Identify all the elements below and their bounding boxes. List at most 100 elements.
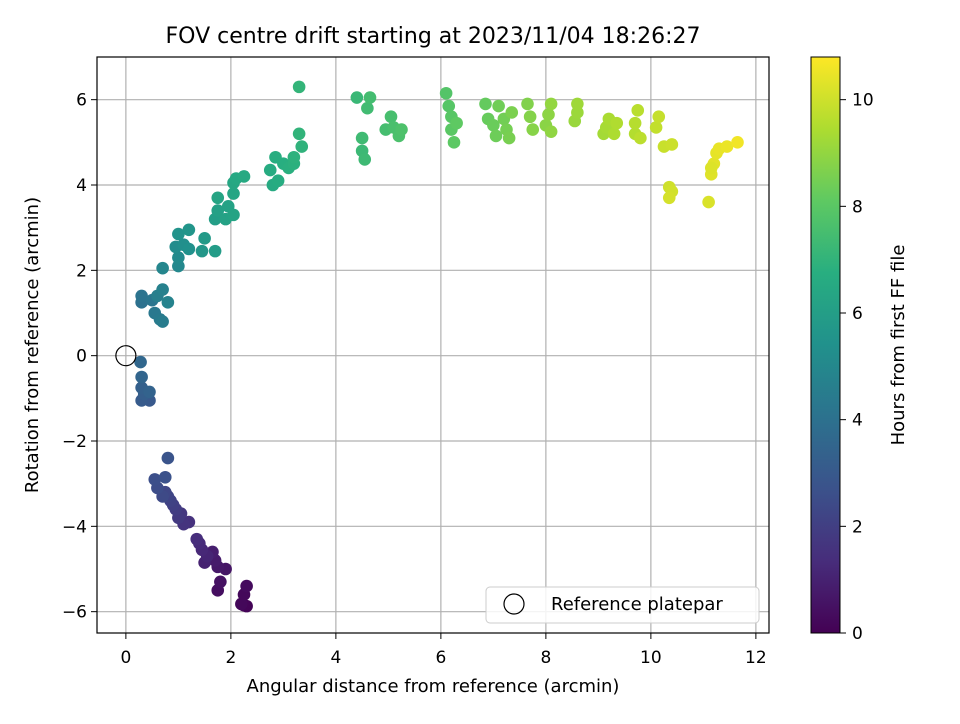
legend-box	[485, 586, 760, 624]
data-point	[610, 116, 624, 130]
data-point	[172, 227, 185, 241]
data-point	[156, 283, 169, 296]
legend-reference-marker	[503, 593, 525, 615]
data-point	[450, 116, 463, 130]
data-point	[361, 101, 374, 115]
data-point	[271, 174, 285, 188]
colorbar-tick-label: 8	[852, 197, 863, 217]
data-point	[292, 80, 306, 94]
y-tick-label: 0	[76, 347, 87, 367]
data-point	[182, 242, 196, 256]
y-axis-ticks: −6 −4 −2 0 2 4 6	[62, 91, 97, 623]
x-tick-label: 0	[120, 648, 131, 668]
data-point	[731, 136, 744, 149]
plot-frame	[96, 56, 770, 634]
data-point	[542, 108, 555, 121]
colorbar-tick-label: 4	[852, 411, 863, 431]
colorbar-tick-label: 0	[852, 624, 863, 644]
y-axis-label: Rotation from reference (arcmin)	[22, 197, 43, 493]
data-point	[492, 99, 505, 113]
data-point	[237, 170, 251, 183]
data-point	[447, 136, 461, 149]
y-tick-label: 4	[76, 176, 87, 196]
data-point	[295, 140, 309, 153]
data-point	[161, 296, 175, 309]
x-tick-label: 10	[640, 648, 662, 668]
data-point	[350, 91, 364, 104]
data-point	[526, 123, 540, 136]
data-point	[211, 191, 225, 205]
colorbar-tick-label: 10	[852, 91, 874, 111]
data-point	[195, 244, 209, 258]
data-point	[158, 470, 172, 484]
data-point	[292, 127, 306, 141]
data-point	[182, 223, 196, 237]
data-point	[135, 289, 148, 303]
data-point	[211, 204, 225, 217]
grid	[97, 57, 769, 633]
reference-point	[115, 345, 137, 367]
data-point	[544, 97, 558, 111]
data-point	[631, 104, 645, 117]
x-tick-label: 4	[330, 648, 341, 668]
colorbar	[810, 56, 841, 634]
data-point	[384, 110, 398, 124]
y-tick-label: 6	[76, 91, 87, 111]
data-point	[662, 191, 676, 205]
data-point	[363, 91, 377, 104]
data-point	[544, 125, 558, 138]
data-point	[571, 97, 584, 111]
colorbar-ticks: 0 2 4 6 8 10	[840, 91, 874, 644]
data-point	[240, 579, 253, 593]
x-axis-label: Angular distance from reference (arcmin)	[247, 676, 620, 697]
data-point	[214, 575, 227, 589]
colorbar-label: Hours from first FF file	[888, 245, 909, 446]
y-tick-label: 2	[76, 261, 87, 281]
data-point	[287, 150, 301, 164]
data-point	[156, 315, 169, 328]
colorbar-tick-label: 6	[852, 304, 863, 324]
data-point	[190, 532, 204, 546]
data-point	[439, 86, 453, 100]
data-point	[358, 153, 372, 166]
data-points	[134, 80, 744, 613]
data-point	[198, 232, 211, 245]
data-point	[523, 110, 537, 124]
data-point	[649, 121, 663, 134]
x-tick-label: 8	[540, 648, 551, 668]
x-tick-label: 6	[435, 648, 446, 668]
data-point	[227, 187, 240, 200]
data-point	[479, 97, 492, 111]
data-point	[628, 116, 642, 130]
data-point	[208, 244, 222, 258]
data-point	[148, 473, 162, 486]
data-point	[502, 131, 516, 145]
data-point	[607, 127, 621, 141]
legend-entry: Reference platepar	[551, 594, 723, 615]
data-point	[143, 385, 156, 399]
x-tick-label: 12	[745, 648, 767, 668]
data-point	[489, 129, 503, 143]
chart-title: FOV centre drift starting at 2023/11/04 …	[166, 24, 701, 49]
data-point	[704, 161, 718, 175]
x-tick-label: 2	[225, 648, 236, 668]
data-point	[487, 118, 500, 132]
reference-marker	[115, 345, 137, 367]
data-point	[263, 163, 277, 177]
y-tick-label: −6	[62, 603, 87, 623]
data-point	[227, 208, 240, 222]
data-point	[505, 106, 519, 119]
data-point	[156, 261, 169, 275]
y-tick-label: −4	[62, 517, 87, 537]
data-point	[355, 131, 369, 145]
x-axis-ticks: 0 2 4 6 8 10 12	[120, 633, 767, 668]
y-tick-label: −2	[62, 432, 87, 452]
colorbar-tick-label: 2	[852, 517, 863, 537]
legend: Reference platepar	[485, 586, 760, 624]
data-point	[702, 195, 715, 209]
data-point	[652, 110, 666, 124]
data-point	[134, 355, 147, 369]
data-point	[172, 251, 185, 264]
